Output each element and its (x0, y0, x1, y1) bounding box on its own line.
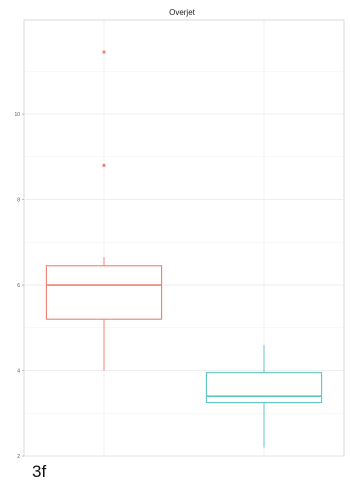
box (205, 372, 323, 404)
y-tick-label: 2 (17, 454, 20, 460)
box-group (45, 50, 163, 371)
y-axis: 2 4 6 8 10 (14, 112, 24, 460)
box (45, 265, 163, 320)
boxes (45, 50, 323, 448)
panel-label: 3f (32, 462, 47, 481)
outlier-point (102, 50, 106, 54)
y-tick-label: 6 (17, 283, 20, 289)
outlier-point (102, 163, 106, 167)
box-group (205, 344, 323, 448)
gridlines (24, 20, 344, 457)
chart-title: Overjet (169, 8, 196, 17)
y-tick-label: 10 (14, 112, 20, 118)
y-tick-label: 8 (17, 197, 20, 203)
y-tick-label: 4 (17, 368, 20, 374)
